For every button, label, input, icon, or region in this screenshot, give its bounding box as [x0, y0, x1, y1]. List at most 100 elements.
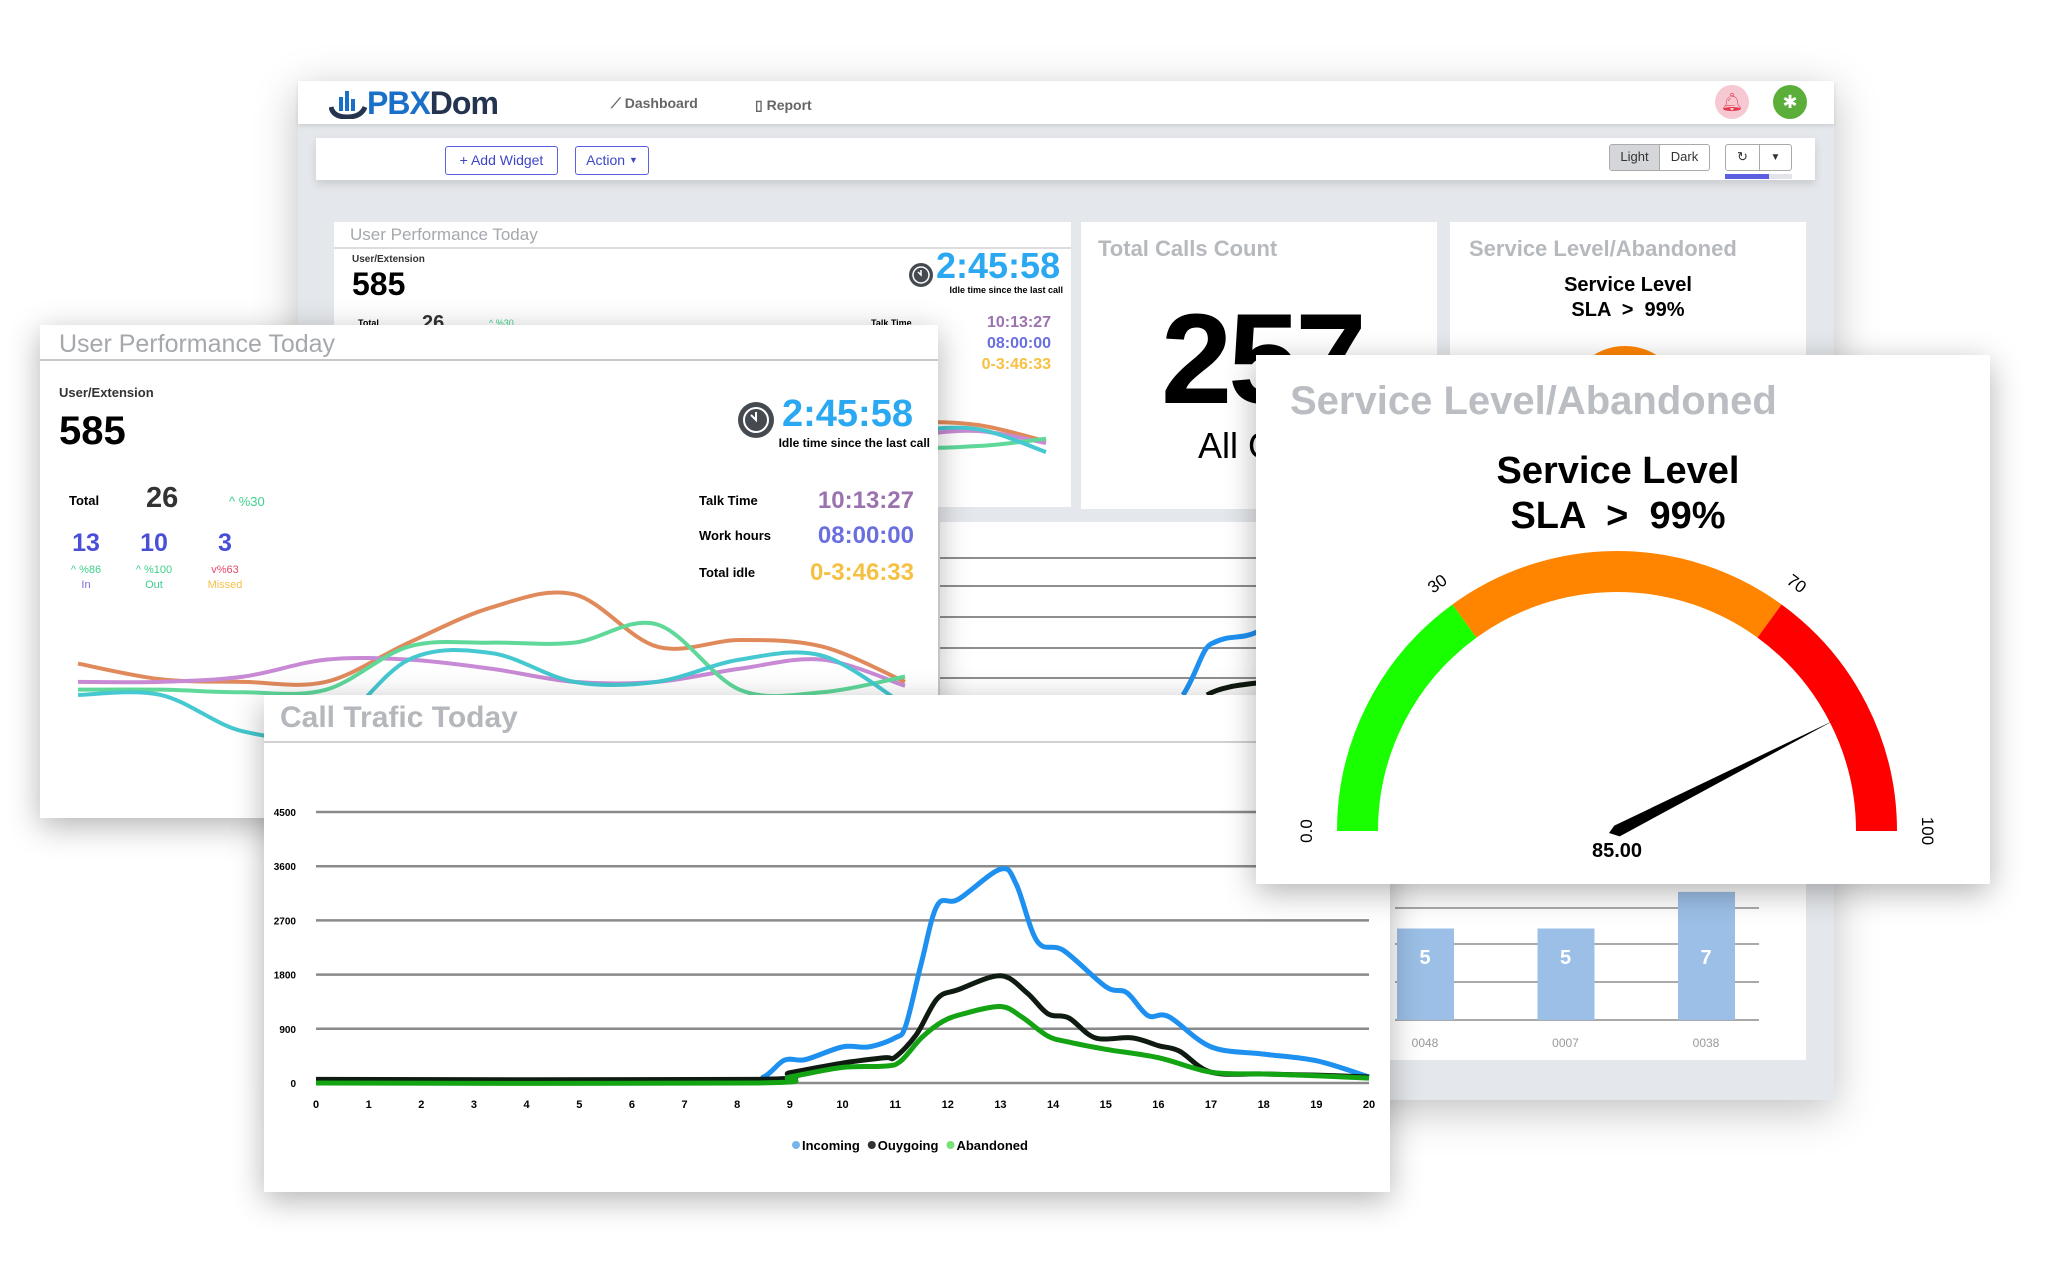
- performance-line: [77, 620, 906, 699]
- y-tick-label: 2700: [274, 916, 297, 927]
- legend-marker: [946, 1141, 955, 1149]
- x-tick-label: 20: [1363, 1099, 1375, 1111]
- service-level-line1: Service Level: [1496, 450, 1740, 492]
- breakdown-value: 10: [140, 529, 168, 557]
- breakdown-label: Out: [145, 579, 163, 591]
- settings-button[interactable]: ✱: [1773, 85, 1807, 119]
- gauge-needle: [1609, 719, 1836, 837]
- service-level-line2: SLA > 99%: [1510, 495, 1726, 537]
- talk-time-label: Talk Time: [871, 318, 912, 328]
- series-line: [1180, 629, 1259, 697]
- logo[interactable]: PBX Dom: [329, 84, 499, 121]
- add-widget-button[interactable]: + Add Widget: [445, 146, 558, 175]
- x-tick-label: 2: [418, 1099, 424, 1111]
- x-tick-label: 6: [629, 1099, 635, 1111]
- x-tick-label: 16: [1152, 1099, 1164, 1111]
- theme-light-button[interactable]: Light: [1610, 145, 1659, 170]
- theme-dark-button[interactable]: Dark: [1659, 145, 1709, 170]
- y-tick-label: 1800: [274, 971, 297, 982]
- x-tick-label: 5: [576, 1099, 582, 1111]
- extension-number: 585: [59, 409, 126, 453]
- bar-category-label: 0007: [1552, 1036, 1579, 1050]
- total-idle-value: 0-3:46:33: [981, 356, 1051, 373]
- nav-dashboard[interactable]: ⟋ Dashboard: [611, 95, 698, 111]
- divider: [40, 359, 938, 361]
- call-traffic-card: Call Trafic Today 0 900 1800 2700 3600 4500 0 1…: [264, 695, 1390, 1192]
- y-tick-label: 3600: [274, 862, 297, 873]
- gauge-tick-label: 70: [1783, 571, 1809, 597]
- breakdown-value: 13: [72, 529, 100, 557]
- logo-icon: [329, 91, 367, 119]
- divider: [264, 741, 1390, 743]
- x-tick-label: 15: [1100, 1099, 1112, 1111]
- total-value: 26: [146, 482, 179, 514]
- caret-down-icon: ▼: [628, 155, 638, 166]
- notifications-button[interactable]: 🔔︎: [1715, 85, 1749, 119]
- bar-value-label: 5: [1419, 947, 1430, 969]
- nav-dashboard-label: Dashboard: [624, 95, 698, 111]
- x-tick-label: 14: [1047, 1099, 1060, 1111]
- theme-toggle: Light Dark: [1609, 144, 1710, 171]
- gauge-tick-label: 100: [1918, 817, 1937, 845]
- x-tick-label: 13: [994, 1099, 1006, 1111]
- logo-suffix: Dom: [429, 84, 499, 121]
- action-button[interactable]: Action ▼: [575, 146, 649, 175]
- legend-marker: [792, 1141, 800, 1149]
- legend-label[interactable]: Incoming: [802, 1138, 860, 1153]
- clock-icon: [909, 263, 933, 287]
- y-tick-label: 0: [290, 1079, 296, 1090]
- x-tick-label: 11: [889, 1099, 901, 1111]
- action-label: Action: [586, 152, 626, 169]
- service-level-line2: SLA > 99%: [1571, 299, 1685, 321]
- service-level-card: Service Level/Abandoned Service Level SL…: [1256, 355, 1990, 884]
- breakdown-label: Missed: [207, 579, 243, 591]
- refresh-icon[interactable]: ↻: [1737, 149, 1748, 165]
- gauge-value-label: 85.00: [1592, 840, 1642, 862]
- bar-chart: 5 0048 5 0007 7 0038: [940, 557, 1759, 1050]
- card-title: Service Level/Abandoned: [1469, 236, 1737, 261]
- idle-time: 2:45:58: [936, 245, 1061, 286]
- y-tick-label: 4500: [274, 808, 297, 819]
- divider: [334, 247, 1071, 249]
- x-tick-label: 10: [836, 1099, 848, 1111]
- breakdown-change: ^ %86: [70, 564, 102, 576]
- card-title: Call Trafic Today: [280, 701, 518, 734]
- work-hours-value: 08:00:00: [986, 335, 1051, 352]
- caret-down-icon[interactable]: ▼: [1758, 145, 1791, 170]
- clock-icon: [738, 402, 774, 438]
- x-tick-label: 0: [313, 1099, 319, 1111]
- performance-line: [77, 590, 906, 687]
- x-tick-label: 3: [471, 1099, 477, 1111]
- card-title: Service Level/Abandoned: [1290, 379, 1777, 423]
- x-tick-label: 19: [1310, 1099, 1322, 1111]
- card-title: Total Calls Count: [1098, 236, 1278, 261]
- y-tick-label: 900: [279, 1025, 296, 1036]
- gauge-band: [1452, 551, 1782, 638]
- refresh-progress: [1725, 174, 1792, 179]
- bar[interactable]: [1537, 928, 1595, 1021]
- extension-number: 585: [352, 266, 406, 302]
- nav-report[interactable]: ▯ Report: [755, 97, 812, 113]
- breakdown-label: In: [81, 579, 91, 591]
- series-line: [1205, 680, 1258, 698]
- legend-label[interactable]: Abandoned: [956, 1138, 1028, 1153]
- breakdown-change: v%63: [211, 564, 239, 576]
- stat-label: Talk Time: [699, 493, 758, 508]
- series-line-ouygoing: [315, 973, 1370, 1083]
- breakdown-value: 3: [218, 529, 232, 557]
- bar[interactable]: [1678, 891, 1735, 1020]
- app-header: PBX Dom ⟋ Dashboard ▯ Report 🔔︎ ✱: [298, 81, 1834, 124]
- bar-category-label: 0048: [1412, 1036, 1439, 1050]
- stat-value: 0-3:46:33: [809, 559, 914, 586]
- legend-label[interactable]: Ouygoing: [878, 1138, 939, 1153]
- series-line-abandoned: [315, 1004, 1370, 1086]
- card-title: User Performance Today: [350, 225, 538, 244]
- document-icon: ▯: [755, 97, 767, 113]
- talk-time-value: 10:13:27: [986, 314, 1051, 331]
- gear-icon: ✱: [1782, 91, 1798, 112]
- bar[interactable]: [1397, 928, 1454, 1021]
- total-change: ^ %30: [229, 494, 265, 509]
- legend-marker: [867, 1141, 876, 1149]
- performance-line: [77, 655, 906, 688]
